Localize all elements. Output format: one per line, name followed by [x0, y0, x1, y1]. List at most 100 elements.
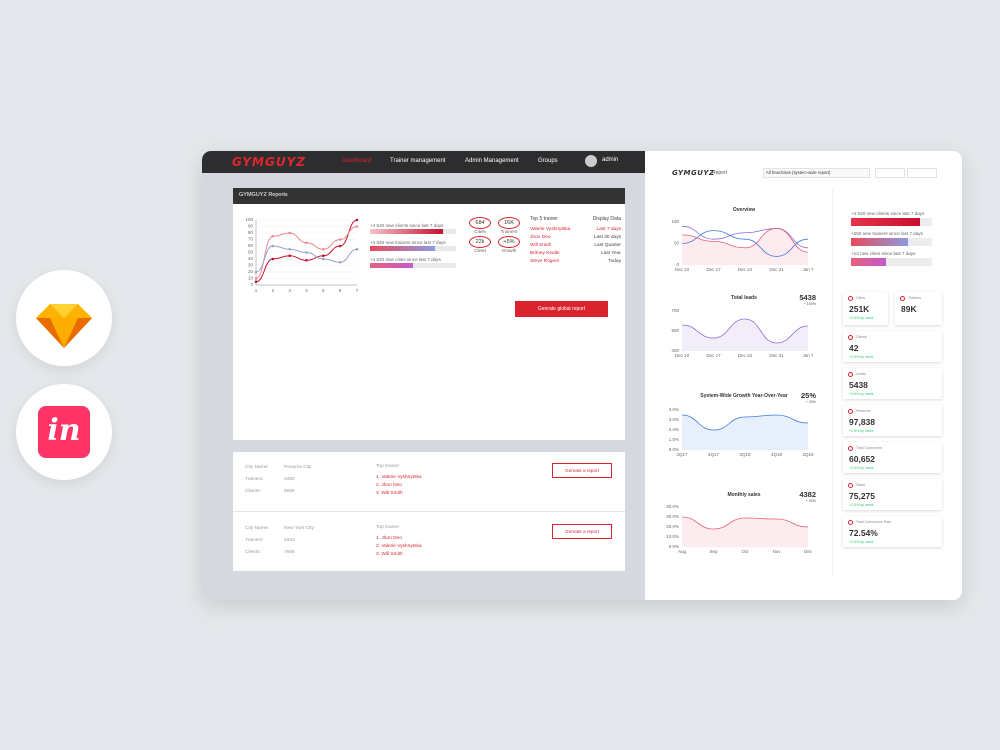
date-from[interactable] [875, 168, 905, 178]
stat-card [843, 442, 942, 473]
card-change: +2.5% by week [849, 540, 874, 544]
y-tick-label: 20.0% [666, 524, 679, 529]
chart-change: + 20% [805, 499, 816, 503]
field-value: 6595 [284, 489, 295, 494]
card-change: +2.5% by week [849, 355, 874, 359]
sketch-icon [16, 270, 112, 366]
stat-value: +5% [498, 236, 520, 248]
card-label: Total Conversion Rate [856, 520, 892, 524]
sketch-logo [36, 304, 92, 348]
top-trainer: 2. Jhon Deo [376, 483, 402, 488]
trainer-name: Jhon Deo [530, 235, 551, 240]
x-tick-label: Aug [678, 549, 687, 554]
x-tick-label: Dec 17 [706, 353, 721, 358]
progress-fill [370, 246, 435, 251]
card-icon [900, 296, 905, 301]
y-tick-label: 30.0% [666, 514, 679, 519]
chart-value: 5438 [799, 293, 816, 302]
field-label: City Name: [245, 526, 269, 531]
x-tick-label: 4Q17 [708, 452, 720, 457]
report-button[interactable]: Genrate a report [552, 463, 612, 478]
card-value: 251K [849, 304, 870, 314]
x-tick-label: Nov [772, 549, 781, 554]
card-value: 5438 [849, 380, 868, 390]
x-tick-label: Dec [804, 549, 813, 554]
x-tick-label: Dec 10 [675, 353, 690, 358]
card-label: Leads [856, 372, 866, 376]
report-logo: GYMGUYZ [672, 169, 715, 177]
progress-fill [851, 218, 920, 226]
card-value: 75,275 [849, 491, 875, 501]
y-tick-label: 0.0% [669, 447, 679, 452]
report-button[interactable]: Genrate a report [552, 524, 612, 539]
card-icon [848, 372, 853, 377]
area [682, 517, 808, 547]
y-tick-label: 0.0% [669, 544, 679, 549]
field-label: Trainers: [245, 477, 264, 482]
scope-select[interactable] [763, 168, 870, 178]
nav-item[interactable]: Groups [538, 158, 558, 164]
y-tick-label: 100 [671, 219, 679, 224]
trainer-name: Will Smith [530, 243, 552, 248]
x-tick-label: Dec 24 [738, 353, 753, 358]
card-icon [848, 520, 853, 525]
scope-text: All franchises (system-wide report) [766, 170, 831, 175]
display-option[interactable]: Last 7 days [596, 227, 621, 232]
card-label: Sessions [856, 409, 871, 413]
logo: GYMGUYZ [232, 155, 306, 169]
avatar [585, 155, 597, 167]
chart-change: + 100% [803, 302, 816, 306]
column-divider [832, 190, 833, 575]
card-icon [848, 296, 853, 301]
panel-title: GYMGUYZ Reports [239, 192, 288, 198]
global-report-button[interactable]: Genrate global report [515, 301, 608, 317]
line [681, 318, 809, 344]
progress-fill [851, 238, 908, 246]
x-tick-label: Dec 24 [738, 267, 753, 272]
progress-label: +4 540 new cities since last 7 days [370, 257, 441, 262]
x-tick-label: Jan 7 [802, 267, 814, 272]
chart-title: System-Wide Growth Year-Over-Year [700, 393, 788, 399]
line [681, 225, 809, 249]
y-tick-label: 0 [676, 262, 679, 267]
line [681, 516, 809, 530]
card-change: +2.5% by week [849, 503, 874, 507]
date-to[interactable] [907, 168, 937, 178]
field-value: 7666 [284, 550, 295, 555]
nav-item[interactable]: Admin Management [465, 158, 519, 164]
area [682, 415, 808, 450]
card-change: +2.5% by week [849, 392, 874, 396]
stat-value: 16K [498, 217, 520, 229]
top-trainer: 1. Valerie Vyshnytska [376, 475, 422, 480]
nav-item[interactable]: Trainer management [390, 158, 446, 164]
stat-label: Growth [501, 248, 517, 253]
y-tick-label: 3.0% [669, 417, 679, 422]
card-change: +2.5% by week [849, 316, 874, 320]
nav-item[interactable]: Dashboard [342, 158, 372, 164]
invision-logo: in [38, 406, 90, 458]
display-option[interactable]: Today [608, 259, 621, 264]
card-change: +2.5% by week [849, 466, 874, 470]
trainer-name: Valerie Vyshnytska [530, 227, 571, 232]
x-tick-label: Dec 31 [769, 353, 784, 358]
chart-change: + 25% [805, 400, 816, 404]
card-icon [848, 409, 853, 414]
stat-card [843, 331, 942, 362]
card-label: Cities [856, 296, 865, 300]
card-value: 72.54% [849, 528, 878, 538]
line [681, 228, 809, 253]
progress-label: +4 540 new trainers since last 7 days [370, 240, 446, 245]
display-option[interactable]: Last 30 days [593, 235, 621, 240]
progress-track [851, 258, 932, 266]
progress-label: +12 new cities since last 7 days [851, 251, 916, 256]
user-name[interactable]: admin [602, 157, 619, 163]
display-option[interactable]: Last Year [600, 251, 621, 256]
line [681, 230, 809, 257]
card-label: Trainers [908, 296, 922, 300]
field-value: 3492 [284, 477, 295, 482]
x-tick-label: 2Q19 [802, 452, 814, 457]
chart-value: 25% [800, 391, 816, 400]
display-option[interactable]: Last Quarter [594, 243, 621, 248]
stat-label: Clinet [474, 248, 486, 253]
y-tick-label: 10.0% [666, 534, 679, 539]
